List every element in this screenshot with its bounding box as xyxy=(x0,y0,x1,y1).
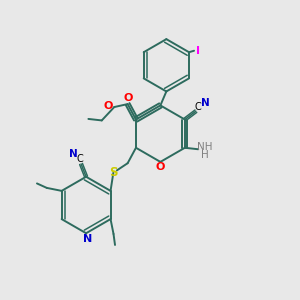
Text: NH: NH xyxy=(197,142,212,152)
Text: C: C xyxy=(76,154,83,164)
Text: O: O xyxy=(156,162,165,172)
Text: C: C xyxy=(195,102,201,112)
Text: O: O xyxy=(124,92,133,103)
Text: H: H xyxy=(201,150,208,160)
Text: I: I xyxy=(196,46,200,56)
Text: N: N xyxy=(69,149,78,160)
Text: O: O xyxy=(103,101,113,111)
Text: N: N xyxy=(201,98,210,108)
Text: S: S xyxy=(109,166,118,179)
Text: N: N xyxy=(83,234,92,244)
